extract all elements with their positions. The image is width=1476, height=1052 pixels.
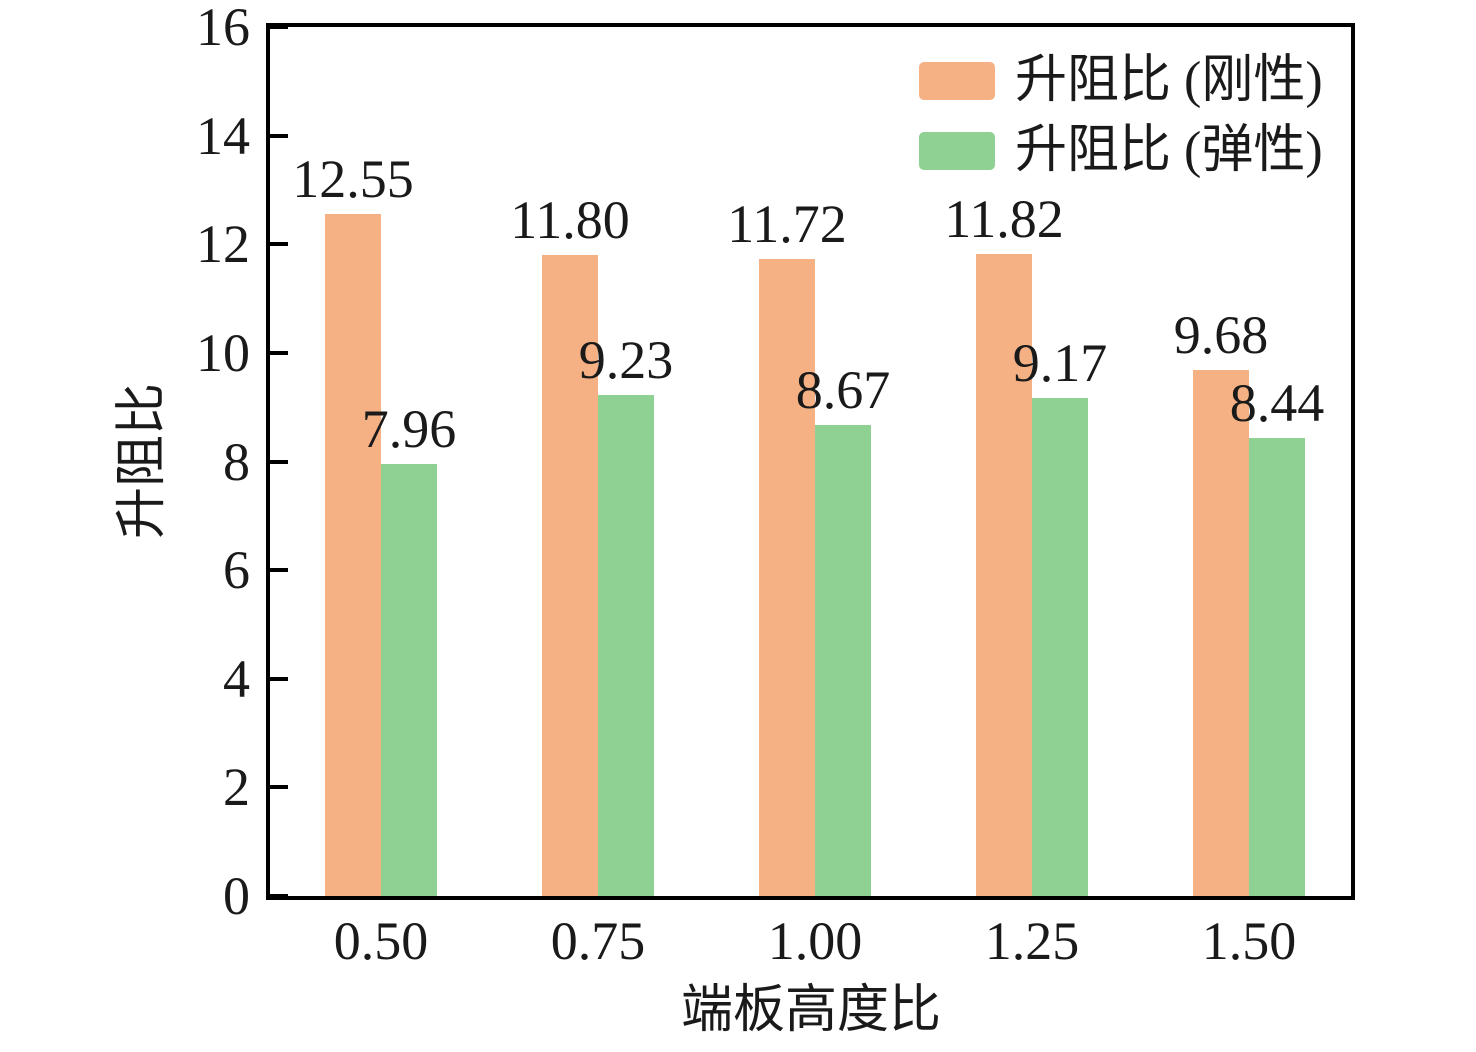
legend-swatch-rigid	[919, 62, 995, 100]
bar-value-label: 8.67	[795, 360, 891, 421]
x-tick-label: 0.50	[333, 911, 429, 971]
legend: 升阻比 (刚性) 升阻比 (弹性)	[919, 46, 1323, 186]
y-tick-mark	[270, 785, 288, 790]
x-tick-label: 0.75	[550, 911, 646, 971]
y-tick-label: 16	[196, 0, 250, 57]
bar-rigid-1.50	[1193, 370, 1249, 896]
bar-rigid-1.00	[759, 259, 815, 896]
y-tick-label: 10	[196, 322, 250, 383]
bar-elastic-1.50	[1249, 437, 1305, 896]
bar-value-label: 12.55	[292, 149, 414, 210]
x-axis-title: 端板高度比	[680, 982, 942, 1039]
plot-area: 12.55 7.96 11.80 9.23 11.72 8.67 11.82 9.17 9.68…	[266, 23, 1355, 900]
y-tick-label: 4	[223, 648, 250, 709]
x-tick-label: 1.50	[1201, 911, 1297, 971]
legend-label-rigid: 升阻比 (刚性)	[1015, 52, 1323, 109]
y-tick-label: 14	[196, 105, 250, 166]
y-tick-label: 0	[223, 866, 250, 926]
bar-elastic-0.50	[381, 463, 437, 896]
y-tick-mark	[270, 133, 288, 138]
legend-swatch-elastic	[919, 132, 995, 170]
y-tick-mark	[270, 568, 288, 573]
y-tick-mark	[270, 25, 288, 29]
legend-item-elastic: 升阻比 (弹性)	[919, 116, 1323, 186]
y-tick-mark	[270, 676, 288, 681]
bar-value-label: 11.80	[510, 190, 630, 251]
bar-value-label: 11.82	[944, 189, 1064, 250]
y-tick-mark	[270, 894, 288, 898]
legend-item-rigid: 升阻比 (刚性)	[919, 46, 1323, 116]
y-tick-mark	[270, 242, 288, 247]
bar-elastic-1.25	[1032, 397, 1088, 896]
y-tick-mark	[270, 459, 288, 464]
bar-rigid-1.25	[976, 254, 1032, 896]
y-tick-mark	[270, 350, 288, 355]
y-tick-label: 2	[223, 757, 250, 818]
legend-label-elastic: 升阻比 (弹性)	[1015, 122, 1323, 179]
y-tick-label: 8	[223, 431, 250, 492]
bar-elastic-0.75	[598, 394, 654, 896]
bar-value-label: 7.96	[361, 398, 457, 459]
x-tick-label: 1.25	[984, 911, 1080, 971]
bar-value-label: 9.68	[1173, 305, 1269, 366]
bar-rigid-0.50	[325, 214, 381, 896]
bar-value-label: 9.23	[578, 329, 674, 390]
bar-value-label: 9.17	[1012, 332, 1108, 393]
bar-value-label: 11.72	[727, 194, 847, 255]
bar-rigid-0.75	[542, 255, 598, 896]
bar-value-label: 8.44	[1229, 372, 1325, 433]
bar-elastic-1.00	[815, 425, 871, 896]
y-tick-label: 12	[196, 214, 250, 275]
x-tick-label: 1.00	[767, 911, 863, 971]
y-tick-label: 6	[223, 540, 250, 601]
